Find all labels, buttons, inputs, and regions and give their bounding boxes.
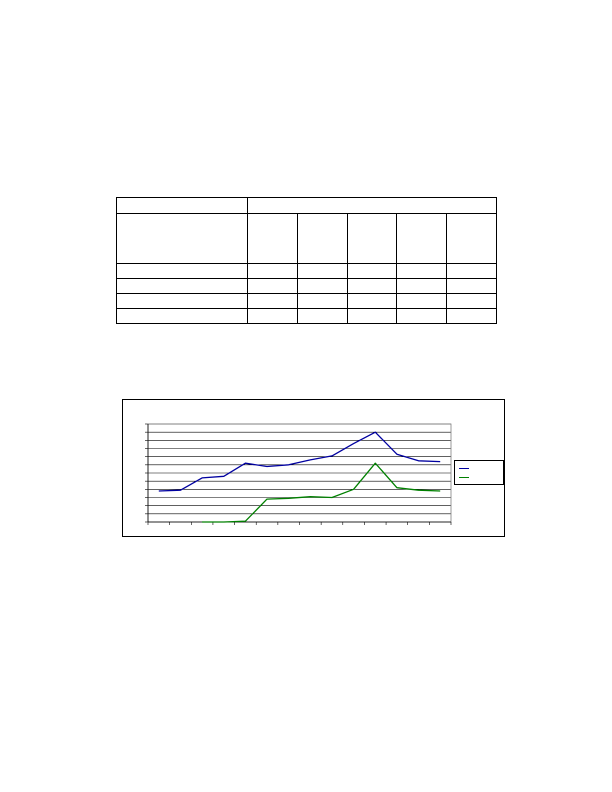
table-title-row	[116, 197, 498, 214]
table-cell	[247, 263, 298, 279]
table-cell	[346, 278, 398, 294]
table-cell	[247, 293, 298, 309]
table-cell	[396, 263, 448, 279]
table-cell	[296, 308, 348, 324]
table-cell	[346, 293, 398, 309]
table-cell	[396, 308, 448, 324]
line-chart	[122, 399, 505, 537]
legend-swatch-series-1	[459, 468, 469, 469]
column-header	[446, 213, 498, 264]
table-cell	[446, 308, 498, 324]
table-row	[116, 263, 498, 279]
table-cell	[116, 278, 248, 294]
table-cell	[296, 263, 348, 279]
column-header	[296, 213, 348, 264]
series-line-1	[158, 431, 441, 492]
table-cell	[116, 308, 248, 324]
table-cell	[247, 278, 298, 294]
series-line-2	[202, 462, 441, 523]
table-cell	[296, 278, 348, 294]
table-cell	[396, 278, 448, 294]
table-title	[246, 197, 498, 214]
table-row	[116, 308, 498, 324]
table-row	[116, 293, 498, 309]
table-cell	[446, 263, 498, 279]
table-cell	[116, 293, 248, 309]
table-cell	[346, 263, 398, 279]
legend-swatch-series-2	[459, 477, 469, 478]
legend-item-series-2	[459, 474, 499, 482]
data-table	[116, 197, 498, 324]
table-cell	[346, 308, 398, 324]
table-cell	[116, 263, 248, 279]
column-header	[346, 213, 398, 264]
table-title-stub	[116, 197, 248, 214]
table-cell	[296, 293, 348, 309]
table-cell	[396, 293, 448, 309]
table-row	[116, 278, 498, 294]
column-header	[116, 213, 248, 264]
table-cell	[446, 293, 498, 309]
chart-plot	[145, 423, 452, 525]
legend-item-series-1	[459, 465, 499, 473]
table-cell	[247, 308, 298, 324]
table-header-row	[116, 213, 498, 264]
column-header	[396, 213, 448, 264]
column-header	[247, 213, 298, 264]
chart-legend	[454, 460, 504, 485]
table-cell	[446, 278, 498, 294]
